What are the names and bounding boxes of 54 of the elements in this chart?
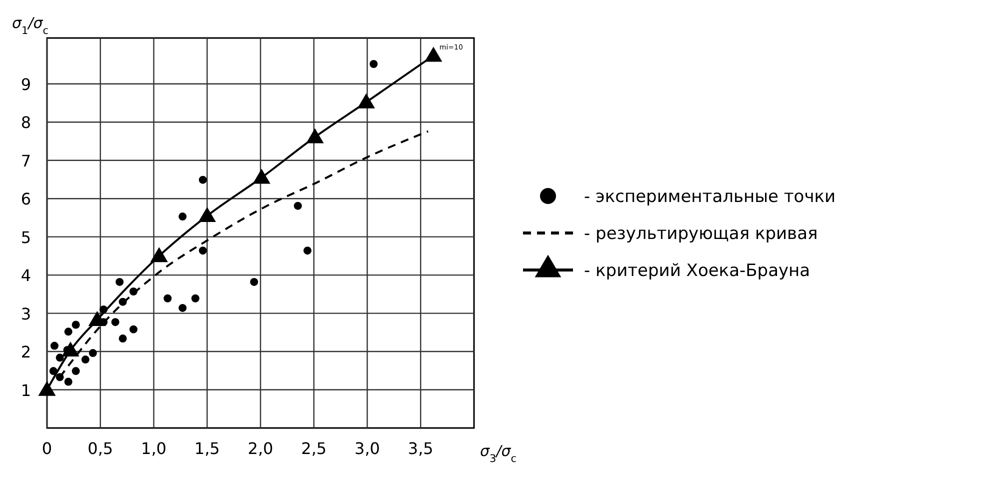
y-tick-label: 8 [20, 113, 32, 132]
y-tick-label: 5 [20, 228, 32, 247]
point [191, 294, 200, 302]
point [357, 93, 375, 108]
point [129, 325, 138, 334]
point [198, 176, 207, 184]
x-tick-label: 1,0 [141, 439, 166, 458]
point [56, 354, 64, 362]
y-tick-label: 9 [20, 74, 32, 94]
y-tick-label: 7 [20, 151, 32, 170]
point [303, 246, 312, 255]
x-axis-title: σ$_{3}$/σ$_{c}$ [480, 442, 517, 465]
point [81, 356, 90, 364]
point [198, 206, 216, 222]
point [129, 288, 138, 296]
point [294, 202, 302, 210]
point [116, 278, 124, 286]
point [72, 367, 80, 376]
x-tick-label: 2,5 [301, 439, 327, 458]
legend-label: - экспериментальные точки [584, 187, 836, 207]
point [250, 278, 258, 286]
point [252, 168, 270, 184]
point [164, 294, 172, 302]
point [178, 212, 187, 221]
point [100, 305, 108, 314]
x-tick-label: 0,5 [88, 439, 114, 458]
point [178, 304, 187, 312]
point [118, 334, 127, 343]
point [370, 60, 378, 68]
point [64, 328, 72, 336]
legend-label: - результирующая кривая [584, 224, 818, 244]
point [118, 298, 127, 306]
y-tick-label: 3 [20, 304, 32, 324]
point [64, 378, 72, 386]
point [50, 342, 58, 350]
point [306, 128, 324, 144]
point [49, 367, 58, 376]
x-tick-label: 1,5 [194, 439, 220, 458]
y-tick-label: 1 [20, 380, 32, 400]
y-axis-title: σ$_{1}$/σ$_{c}$ [12, 14, 49, 37]
point [198, 246, 207, 255]
point [150, 247, 168, 262]
point [88, 349, 97, 358]
x-tick-label: 2,0 [248, 439, 274, 458]
y-tick-label: 2 [20, 342, 32, 362]
x-tick-label: 0 [42, 439, 52, 458]
y-tick-label: 6 [20, 190, 32, 209]
point [56, 373, 64, 382]
point [111, 318, 120, 326]
legend-label: - критерий Хоека-Брауна [584, 261, 810, 281]
x-tick-label: 3,0 [354, 439, 380, 458]
point [72, 320, 80, 329]
x-tick-label: 3,5 [408, 439, 434, 458]
y-tick-label: 4 [20, 266, 32, 286]
